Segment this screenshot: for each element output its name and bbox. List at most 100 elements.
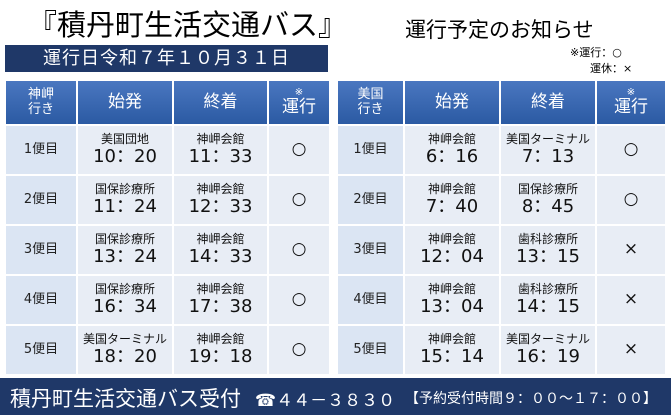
status: ○ [268,125,330,175]
start-cell: 神岬会館 15：14 [404,325,500,375]
start-cell: 神岬会館 13：04 [404,275,500,325]
end-time: 11：33 [188,145,253,167]
header-cell: ※ 運行 [596,80,666,125]
status: ○ [268,175,330,225]
start-cell: 神岬会館 6：16 [404,125,500,175]
end-time: 8：45 [521,195,575,217]
end-cell: 神岬会館 14：33 [173,225,268,275]
start-time: 7：40 [425,195,479,217]
end-place: 国保診療所 [517,181,578,196]
footer: 積丹町生活交通バス受付 ☎４４－３８３０ 【予約受付時間９：００～１７：００】 [0,378,671,415]
start-cell: 国保診療所 13：24 [77,225,173,275]
end-place: 神岬会館 [196,331,245,346]
trip-label: 2便目 [337,175,404,225]
end-place: 美国ターミナル [505,131,590,146]
subtitle: 運行予定のお知らせ [405,18,594,42]
end-time: 17：38 [188,295,253,317]
legend-off: 運休：× [590,62,633,75]
start-cell: 国保診療所 11：24 [77,175,173,225]
status: ○ [596,125,666,175]
header-text: 運行 [614,97,648,118]
header-note: ※ [626,86,636,98]
end-place: 神岬会館 [196,231,245,246]
header-text: 美国 [357,86,384,102]
header-cell: 美国 行き [337,80,404,125]
start-time: 15：14 [420,345,484,367]
status: × [596,325,666,375]
start-place: 神岬会館 [427,131,476,146]
start-time: 12：04 [420,245,484,267]
status: ○ [596,175,666,225]
trip-label: 5便目 [337,325,404,375]
end-place: 神岬会館 [196,181,245,196]
footer-office: 積丹町生活交通バス受付 [10,387,241,411]
status: × [596,225,666,275]
start-time: 13：24 [93,245,157,267]
end-time: 13：15 [516,245,580,267]
header-cell: 始発 [77,80,173,125]
trip-label: 2便目 [5,175,77,225]
start-place: 神岬会館 [427,231,476,246]
end-place: 神岬会館 [196,131,245,146]
start-place: 国保診療所 [94,281,155,296]
header-cell: 始発 [404,80,500,125]
start-place: 美国団地 [100,131,149,146]
start-time: 13：04 [420,295,484,317]
header-cell: 終着 [500,80,596,125]
end-cell: 歯科診療所 14：15 [500,275,596,325]
end-cell: 歯科診療所 13：15 [500,225,596,275]
header-text: 行き [357,101,384,117]
start-cell: 国保診療所 16：34 [77,275,173,325]
start-cell: 神岬会館 7：40 [404,175,500,225]
trip-label: 4便目 [337,275,404,325]
start-place: 国保診療所 [94,181,155,196]
end-cell: 神岬会館 12：33 [173,175,268,225]
end-cell: 美国ターミナル 16：19 [500,325,596,375]
header-note: ※ [294,86,304,98]
end-cell: 神岬会館 17：38 [173,275,268,325]
status: ○ [268,325,330,375]
end-cell: 国保診療所 8：45 [500,175,596,225]
title: 『積丹町生活交通バス』 [28,8,348,42]
header-text: 運行 [282,97,316,118]
status: ○ [268,225,330,275]
date-banner: 運行日令和７年１０月３１日 [5,45,328,72]
start-time: 10：20 [93,145,157,167]
trip-label: 4便目 [5,275,77,325]
start-time: 16：34 [93,295,157,317]
end-time: 7：13 [521,145,575,167]
end-time: 14：15 [516,295,580,317]
end-time: 16：19 [516,345,580,367]
header-cell: ※ 運行 [268,80,330,125]
start-time: 18：20 [93,345,157,367]
start-place: 神岬会館 [427,181,476,196]
legend-run: ※運行：○ [570,46,622,59]
end-cell: 美国ターミナル 7：13 [500,125,596,175]
header-text: 神岬 [27,86,54,102]
end-place: 歯科診療所 [517,281,578,296]
header-cell: 終着 [173,80,268,125]
footer-hours: 【予約受付時間９：００～１７：００】 [405,391,657,407]
start-cell: 神岬会館 12：04 [404,225,500,275]
end-time: 12：33 [188,195,253,217]
end-cell: 神岬会館 11：33 [173,125,268,175]
trip-label: 3便目 [337,225,404,275]
start-time: 11：24 [93,195,157,217]
start-cell: 美国団地 10：20 [77,125,173,175]
end-time: 14：33 [188,245,253,267]
status: × [596,275,666,325]
end-cell: 神岬会館 19：18 [173,325,268,375]
end-place: 美国ターミナル [505,331,590,346]
start-time: 6：16 [425,145,479,167]
end-place: 神岬会館 [196,281,245,296]
header-cell: 神岬 行き [5,80,77,125]
trip-label: 1便目 [5,125,77,175]
start-place: 神岬会館 [427,281,476,296]
start-place: 美国ターミナル [82,331,167,346]
start-place: 神岬会館 [427,331,476,346]
end-place: 歯科診療所 [517,231,578,246]
trip-label: 1便目 [337,125,404,175]
header-text: 行き [27,101,54,117]
trip-label: 5便目 [5,325,77,375]
